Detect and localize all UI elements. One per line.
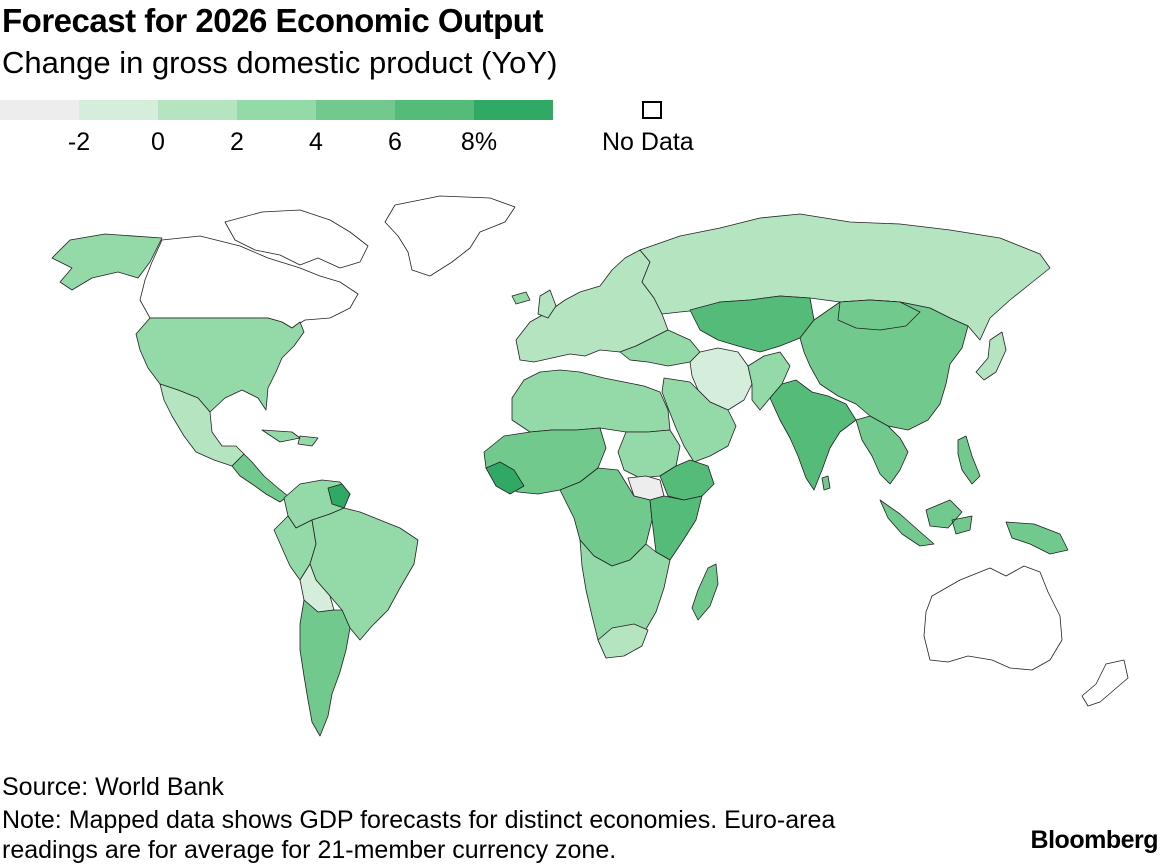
bloomberg-logo: Bloomberg	[1030, 826, 1159, 854]
legend-swatch	[158, 100, 237, 120]
legend-tick: 6	[388, 128, 402, 156]
source-note: Source: World Bank	[2, 773, 224, 801]
legend-tick: 4	[309, 128, 323, 156]
north-africa-region	[511, 369, 671, 433]
arabian-peninsula-region	[661, 377, 737, 463]
legend-swatch	[316, 100, 395, 120]
legend-tick: -2	[67, 128, 91, 156]
new-zealand-region	[1081, 659, 1129, 707]
alaska-region	[51, 233, 163, 291]
southeast-asia-region	[855, 415, 909, 485]
ethiopia-region	[659, 459, 715, 501]
southern-africa-region	[579, 539, 671, 659]
no-data-label: No Data	[602, 128, 694, 156]
indonesia-region	[879, 499, 973, 547]
legend-swatch	[395, 100, 474, 120]
chart-subtitle: Change in gross domestic product (YoY)	[2, 45, 558, 80]
legend-swatch	[474, 100, 553, 120]
legend-swatch	[79, 100, 158, 120]
legend-tick: 2	[230, 128, 244, 156]
iran-region	[689, 347, 753, 411]
color-legend: -2 0 2 4 6 8%	[0, 100, 720, 160]
legend-tick: 8%	[460, 128, 498, 156]
guyana-region	[327, 483, 351, 509]
legend-swatch	[0, 100, 79, 120]
australia-region	[923, 565, 1063, 671]
guinea-region	[485, 461, 525, 495]
mongolia-region	[837, 299, 921, 331]
chart-title: Forecast for 2026 Economic Output	[2, 2, 543, 39]
caribbean-region	[261, 429, 319, 447]
usa-region	[135, 317, 305, 413]
uk-region	[537, 289, 557, 319]
east-africa-region	[649, 495, 703, 561]
footnote: Note: Mapped data shows GDP forecasts fo…	[2, 806, 836, 864]
no-data-swatch	[642, 101, 662, 119]
south-africa-region	[597, 623, 649, 659]
papua-new-guinea-region	[1005, 521, 1069, 555]
iceland-region	[511, 291, 531, 305]
arctic-islands-region	[224, 209, 369, 269]
canada-region	[139, 235, 359, 329]
greenland-region	[384, 195, 516, 277]
philippines-region	[957, 435, 981, 485]
world-choropleth-map	[51, 195, 1129, 737]
legend-tick: 0	[151, 128, 165, 156]
japan-region	[975, 331, 1007, 381]
madagascar-region	[691, 563, 719, 621]
sri-lanka-region	[821, 475, 831, 491]
central-america-region	[231, 453, 289, 503]
legend-swatch	[237, 100, 316, 120]
india-region	[769, 379, 857, 491]
argentina-region	[299, 599, 351, 737]
